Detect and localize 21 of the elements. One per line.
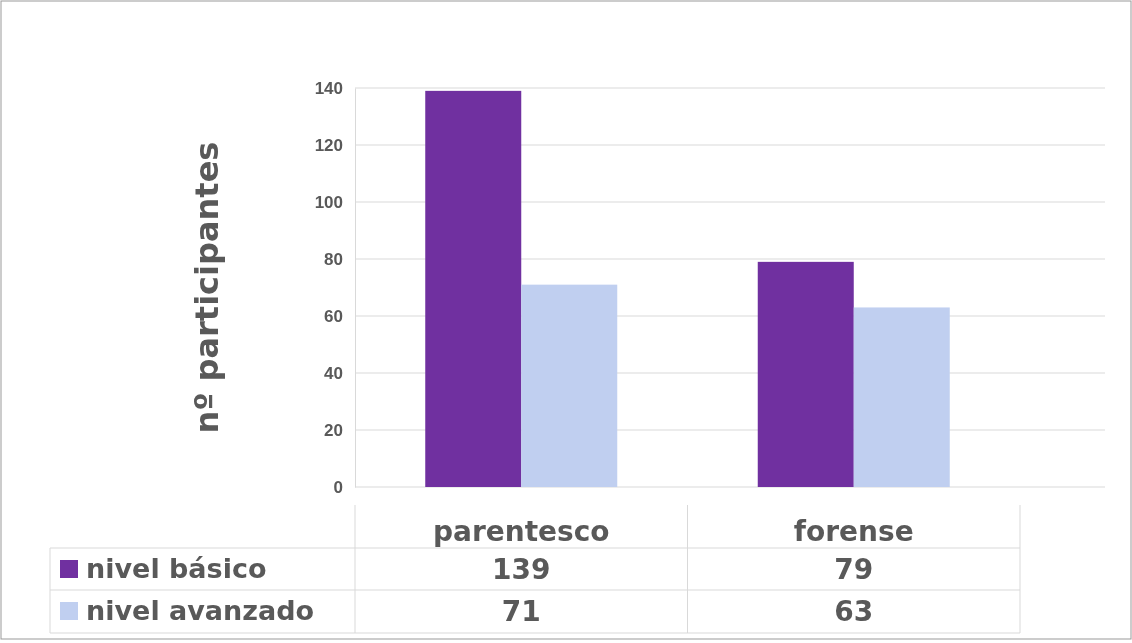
bar [853,307,950,487]
bar [425,90,522,487]
y-tick-label: 20 [324,420,343,440]
data-label: 79 [834,553,874,586]
y-tick-label: 100 [314,192,343,212]
x-tick-label: forense [793,515,914,548]
data-label: 71 [501,595,541,628]
legend-label: nivel básico [86,553,267,584]
x-tick-label: parentesco [432,515,610,548]
y-tick-label: 0 [333,477,343,497]
bar [757,261,854,487]
y-tick-label: 60 [324,306,343,326]
y-tick-label: 140 [314,78,343,98]
y-axis-title: nº participantes [188,141,226,434]
y-tick-label: 40 [324,363,343,383]
data-label: 139 [492,553,551,586]
data-label: 63 [834,595,874,628]
legend-label: nivel avanzado [86,595,315,626]
bar [521,284,618,487]
y-tick-label: 80 [324,249,343,269]
y-tick-label: 120 [314,135,343,155]
